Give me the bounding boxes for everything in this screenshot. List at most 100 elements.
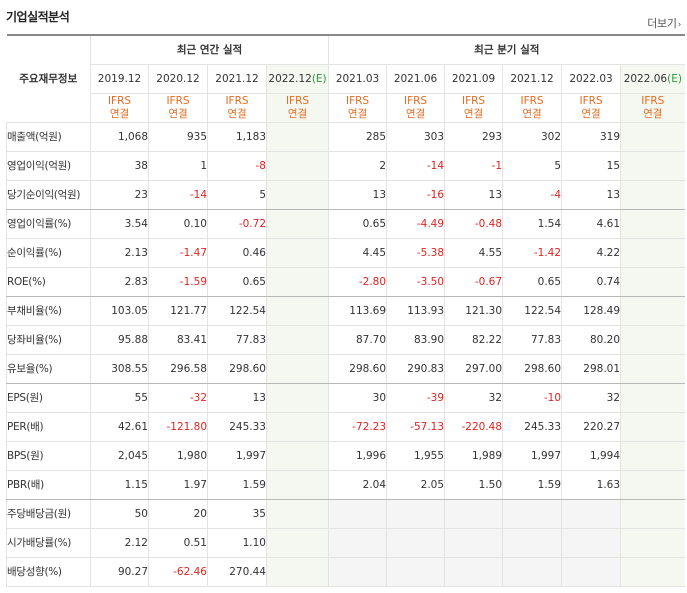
value-cell: -0.72 — [207, 209, 267, 239]
period-header: 2021.03 — [328, 64, 387, 94]
consolidated-label: 연결 — [463, 107, 484, 120]
table-row: BPS(원) 2,045 1,980 1,997 1,996 1,955 1,989 1,99… — [6, 441, 685, 471]
more-link[interactable]: 더보기› — [647, 15, 681, 31]
value-cell: -72.23 — [328, 412, 387, 442]
value-cell: 30 — [328, 383, 387, 413]
ifrs-header: IFRS 연결 — [561, 93, 621, 123]
value-cell: 1 — [148, 151, 208, 181]
value-cell — [620, 151, 685, 181]
value-cell: 103.05 — [90, 296, 149, 326]
value-cell — [620, 296, 685, 326]
value-cell: 220.27 — [561, 412, 621, 442]
value-cell — [265, 267, 329, 297]
value-cell: -0.67 — [444, 267, 503, 297]
value-cell: 1.10 — [207, 528, 267, 558]
value-cell: 0.65 — [207, 267, 267, 297]
table-row: 주당배당금(원) 50 20 35 — [6, 499, 685, 529]
value-cell: 2.04 — [328, 470, 387, 500]
value-cell: 2.83 — [90, 267, 149, 297]
value-cell: 1.97 — [148, 470, 208, 500]
value-cell: 0.65 — [328, 209, 387, 239]
table-row: 부채비율(%) 103.05 121.77 122.54 113.69 113.93 121… — [6, 296, 685, 326]
annual-group-header: 최근 연간 실적 — [89, 34, 329, 65]
value-cell: 2.05 — [386, 470, 445, 500]
value-cell: -10 — [502, 383, 562, 413]
value-cell: 270.44 — [207, 557, 267, 587]
value-cell: -4 — [502, 180, 562, 210]
row-label: 매출액(억원) — [6, 122, 91, 152]
value-cell: 5 — [207, 180, 267, 210]
ifrs-label: IFRS — [641, 94, 665, 107]
row-label: 배당성향(%) — [6, 557, 91, 587]
value-cell — [265, 296, 329, 326]
value-cell: 87.70 — [328, 325, 387, 355]
value-cell — [265, 354, 329, 384]
estimate-mark: (E) — [311, 72, 327, 85]
value-cell — [502, 499, 562, 529]
value-cell: 302 — [502, 122, 562, 152]
ifrs-label: IFRS — [403, 94, 428, 107]
value-cell: 83.90 — [386, 325, 445, 355]
ifrs-header: IFRS 연결 — [328, 93, 387, 123]
table-row: 유보율(%) 308.55 296.58 298.60 298.60 290.83 297.… — [6, 354, 685, 384]
row-label: 당기순이익(억원) — [6, 180, 91, 210]
value-cell — [444, 528, 503, 558]
value-cell — [444, 557, 503, 587]
period-header: 2021.09 — [444, 64, 503, 94]
value-cell: 35 — [207, 499, 267, 529]
value-cell: 1,997 — [502, 441, 562, 471]
value-cell — [620, 383, 685, 413]
ifrs-label: IFRS — [345, 94, 370, 107]
value-cell: 297.00 — [444, 354, 503, 384]
value-cell: -121.80 — [148, 412, 208, 442]
value-cell — [502, 557, 562, 587]
financial-table: 주요재무정보 최근 연간 실적 최근 분기 실적 2019.12 2020.12 2… — [6, 34, 685, 587]
value-cell — [620, 470, 685, 500]
value-cell: -39 — [386, 383, 445, 413]
value-cell: 2 — [328, 151, 387, 181]
value-cell: 1,989 — [444, 441, 503, 471]
value-cell: -8 — [207, 151, 267, 181]
value-cell: -1.59 — [148, 267, 208, 297]
value-cell — [265, 209, 329, 239]
row-label: PER(배) — [6, 412, 91, 442]
value-cell: 1,183 — [207, 122, 267, 152]
value-cell — [620, 267, 685, 297]
corner-header: 주요재무정보 — [6, 34, 91, 123]
period-header: 2021.12 — [502, 64, 562, 94]
consolidated-label: 연결 — [643, 107, 663, 120]
value-cell — [265, 441, 329, 471]
consolidated-label: 연결 — [287, 107, 308, 120]
value-cell: 1,955 — [386, 441, 445, 471]
ifrs-label: IFRS — [520, 94, 544, 107]
value-cell: 298.60 — [328, 354, 387, 384]
value-cell: 121.30 — [444, 296, 503, 326]
row-label: PBR(배) — [6, 470, 91, 500]
value-cell: 1,980 — [148, 441, 208, 471]
table-row: 순이익률(%) 2.13 -1.47 0.46 4.45 -5.38 4.55 -1.42 4.… — [6, 238, 685, 268]
consolidated-label: 연결 — [168, 107, 188, 120]
table-row: 매출액(억원) 1,068 935 1,183 285 303 293 302 319 — [6, 122, 685, 152]
value-cell: 1,997 — [207, 441, 267, 471]
value-cell — [265, 151, 329, 181]
value-cell — [265, 499, 329, 529]
value-cell: 1.54 — [502, 209, 562, 239]
ifrs-header: IFRS 연결 — [386, 93, 445, 123]
value-cell: 298.60 — [207, 354, 267, 384]
consolidated-label: 연결 — [227, 107, 247, 120]
value-cell: 1,994 — [561, 441, 621, 471]
value-cell: 128.49 — [561, 296, 621, 326]
value-cell: -16 — [386, 180, 445, 210]
value-cell: 32 — [444, 383, 503, 413]
value-cell — [386, 499, 445, 529]
period-header: 2021.06 — [386, 64, 445, 94]
value-cell — [620, 412, 685, 442]
chevron-right-icon: › — [677, 20, 682, 30]
value-cell: 122.54 — [207, 296, 267, 326]
table-row: 당좌비율(%) 95.88 83.41 77.83 87.70 83.90 82.22 77.… — [6, 325, 685, 355]
value-cell — [265, 470, 329, 500]
value-cell: 1,068 — [90, 122, 149, 152]
value-cell: 82.22 — [444, 325, 503, 355]
quarter-group-header: 최근 분기 실적 — [328, 34, 685, 65]
row-label: 시가배당률(%) — [6, 528, 91, 558]
